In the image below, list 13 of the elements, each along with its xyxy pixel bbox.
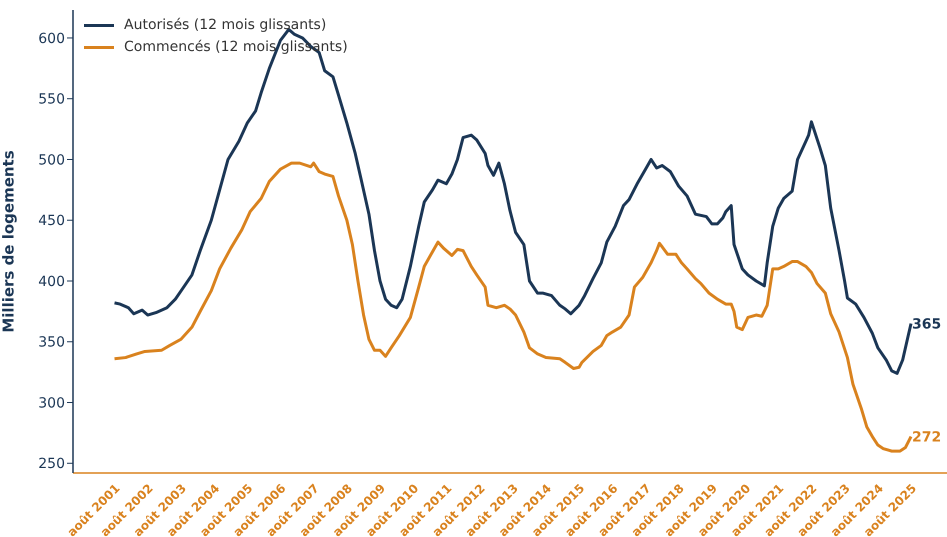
y-tick-label: 400 xyxy=(38,274,65,290)
y-tick-label: 350 xyxy=(38,334,65,351)
y-tick-label: 550 xyxy=(38,92,65,108)
y-tick-label: 600 xyxy=(38,30,65,47)
y-tick-label: 250 xyxy=(38,456,65,472)
annotation: 272 xyxy=(912,430,942,446)
y-axis-title: Milliers de logements xyxy=(0,150,18,333)
legend-label: Autorisés (12 mois glissants) xyxy=(124,16,326,35)
y-tick-label: 500 xyxy=(38,152,65,168)
annotation: 365 xyxy=(912,316,942,332)
y-tick-label: 450 xyxy=(38,213,65,230)
y-tick-label: 300 xyxy=(38,395,65,412)
line-series xyxy=(113,162,913,453)
